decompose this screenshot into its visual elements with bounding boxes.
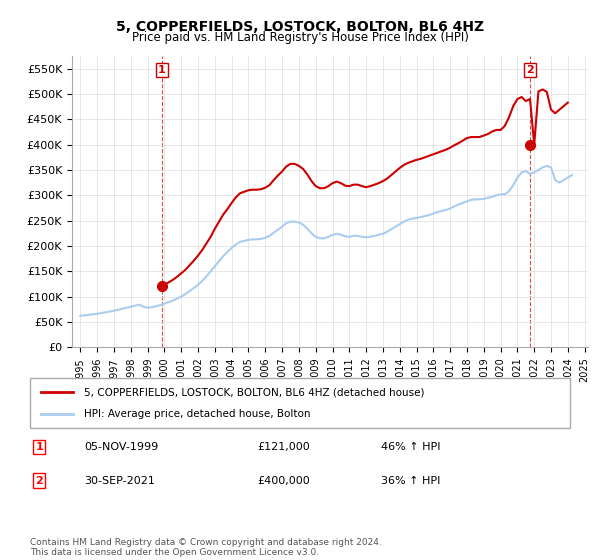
Text: HPI: Average price, detached house, Bolton: HPI: Average price, detached house, Bolt… xyxy=(84,409,311,419)
Text: 30-SEP-2021: 30-SEP-2021 xyxy=(84,475,155,486)
Text: £121,000: £121,000 xyxy=(257,442,310,452)
Text: 1: 1 xyxy=(35,442,43,452)
Text: £400,000: £400,000 xyxy=(257,475,310,486)
Text: 2: 2 xyxy=(526,65,534,74)
Text: 1: 1 xyxy=(158,65,166,74)
Text: 05-NOV-1999: 05-NOV-1999 xyxy=(84,442,158,452)
Text: Contains HM Land Registry data © Crown copyright and database right 2024.
This d: Contains HM Land Registry data © Crown c… xyxy=(30,538,382,557)
Text: 36% ↑ HPI: 36% ↑ HPI xyxy=(381,475,440,486)
Text: Price paid vs. HM Land Registry's House Price Index (HPI): Price paid vs. HM Land Registry's House … xyxy=(131,31,469,44)
FancyBboxPatch shape xyxy=(30,378,570,428)
Text: 46% ↑ HPI: 46% ↑ HPI xyxy=(381,442,440,452)
Text: 5, COPPERFIELDS, LOSTOCK, BOLTON, BL6 4HZ (detached house): 5, COPPERFIELDS, LOSTOCK, BOLTON, BL6 4H… xyxy=(84,387,425,397)
Text: 5, COPPERFIELDS, LOSTOCK, BOLTON, BL6 4HZ: 5, COPPERFIELDS, LOSTOCK, BOLTON, BL6 4H… xyxy=(116,20,484,34)
Text: 2: 2 xyxy=(35,475,43,486)
